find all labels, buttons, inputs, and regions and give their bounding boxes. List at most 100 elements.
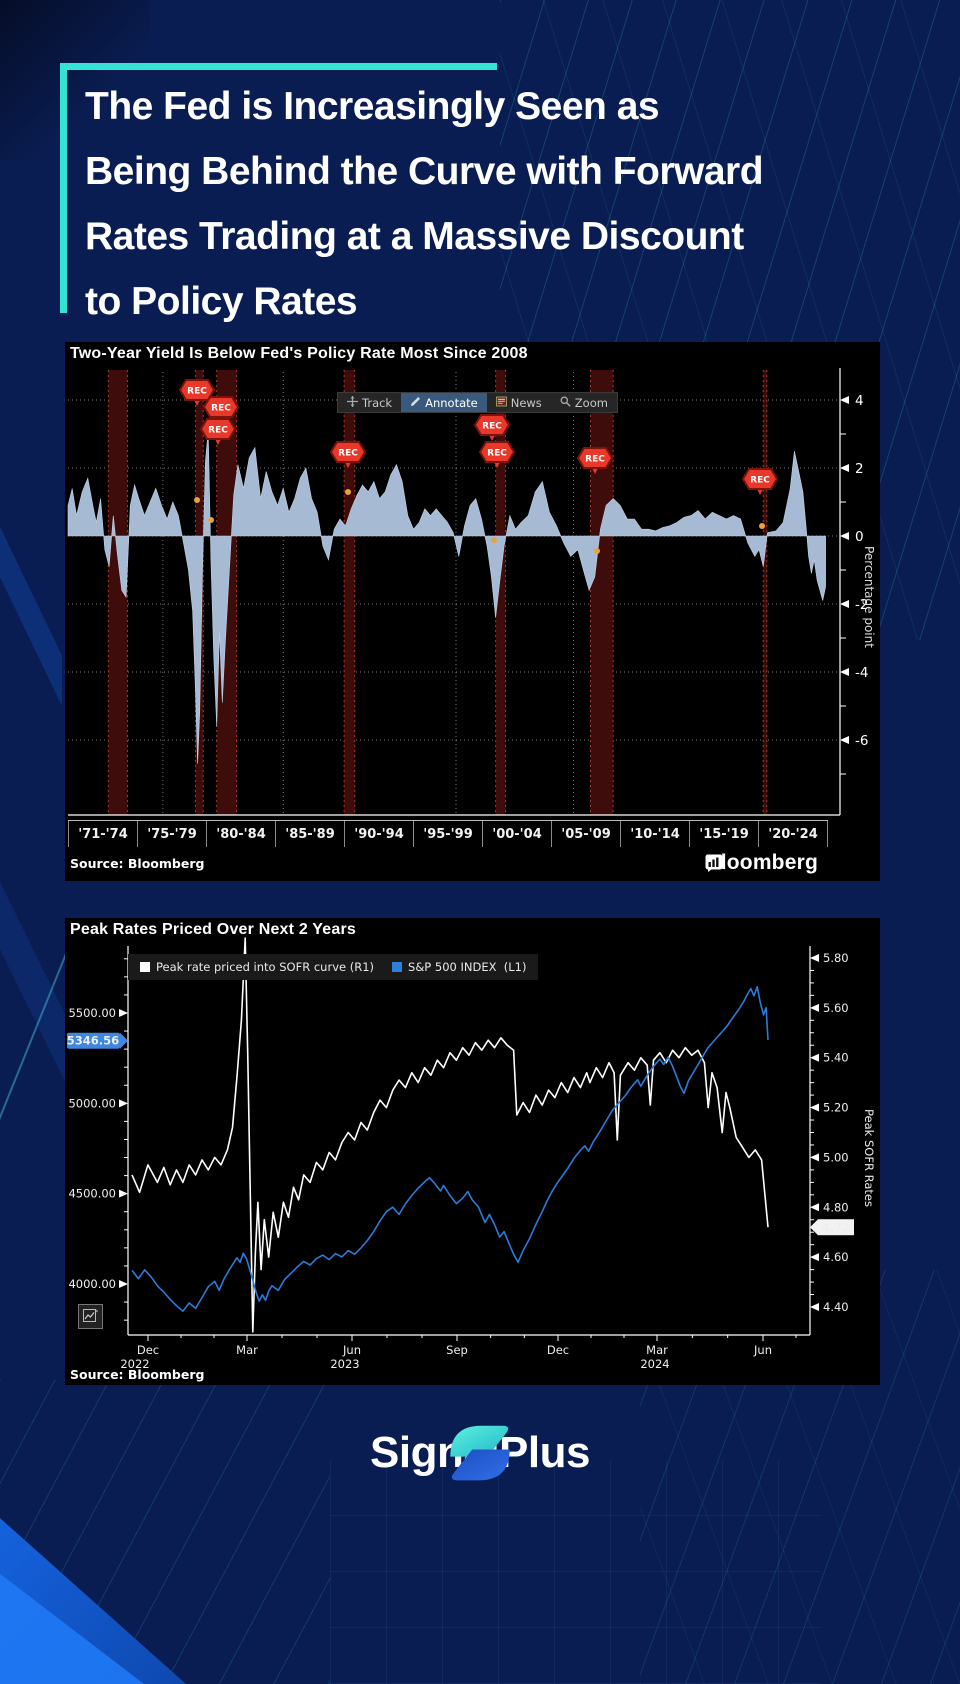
rec-marker-label: REC — [338, 449, 358, 459]
y-tick-label: 4 — [855, 393, 864, 409]
rec-marker-label: REC — [208, 426, 228, 436]
sofr-last-value: 4.72 — [822, 1220, 850, 1234]
event-dot — [194, 497, 200, 503]
event-dot — [491, 537, 497, 543]
x-month-label: Jun — [342, 1343, 361, 1357]
headline-accent-left — [60, 63, 67, 313]
y-major-tick — [840, 396, 849, 404]
x-tick-label: '20-'24 — [759, 821, 828, 847]
toolbar-news-button[interactable]: News — [487, 393, 551, 412]
x-tick-label: '85-'89 — [276, 821, 345, 847]
x-month-label: Mar — [646, 1343, 668, 1357]
rec-sign-icon — [473, 414, 511, 436]
right-major-tick — [810, 1253, 819, 1262]
rec-marker-label: REC — [482, 422, 502, 432]
rec-sign-icon — [202, 396, 240, 418]
right-major-tick — [810, 1203, 819, 1212]
y-axis-title: Percentage point — [862, 546, 876, 648]
toolbar-button-label: Track — [362, 395, 393, 410]
chart1-source: Source: Bloomberg — [70, 855, 205, 871]
rec-marker: REC — [478, 441, 516, 468]
bloomberg-wordmark: Bloomberg — [705, 851, 818, 874]
x-tick-label: '00-'04 — [483, 821, 552, 847]
legend-item[interactable]: S&P 500 INDEX (L1) — [392, 960, 526, 974]
right-tick-label: 5.00 — [823, 1150, 849, 1164]
x-tick-label: '10-'14 — [621, 821, 690, 847]
rec-sign-icon — [478, 441, 516, 463]
toolbar-track-button[interactable]: Track — [338, 393, 401, 412]
bg-grid-bottom — [330, 1460, 820, 1684]
x-tick-label: '05-'09 — [552, 821, 621, 847]
right-major-tick — [810, 1303, 819, 1311]
x-month-label: Jun — [753, 1343, 772, 1357]
recession-band — [495, 370, 506, 815]
rec-marker: REC — [199, 418, 237, 445]
bg-corner-shade — [0, 0, 150, 160]
bloomberg-terminal-icon — [705, 854, 723, 872]
right-major-tick — [810, 1003, 819, 1012]
chart-panel-yield-spread: Two-Year Yield Is Below Fed's Policy Rat… — [65, 342, 880, 881]
x-tick-label: '71-'74 — [68, 821, 138, 847]
toolbar-zoom-button[interactable]: Zoom — [551, 393, 617, 412]
rec-marker: REC — [473, 414, 511, 441]
toolbar-annotate-button[interactable]: Annotate — [401, 393, 487, 412]
legend-swatch-icon — [392, 962, 403, 972]
rec-sign-icon — [329, 441, 367, 463]
chart1-x-axis: '71-'74'75-'79'80-'84'85-'89'90-'94'95-'… — [68, 820, 828, 847]
chart1-plot: 4 2 0 -2 -4 -6 Percentage point REC REC REC REC REC… — [67, 368, 876, 816]
rec-marker: REC — [741, 468, 779, 495]
sofr-peak-line — [131, 937, 769, 1333]
spx-line — [131, 986, 769, 1312]
recession-band — [763, 370, 767, 815]
legend-swatch-icon — [140, 962, 150, 972]
y-major-tick — [840, 736, 849, 744]
footer-brand: SignalPlus — [0, 1398, 960, 1508]
pencil-icon — [410, 396, 421, 410]
right-tick-label: 4.80 — [823, 1200, 849, 1214]
x-month-label: Mar — [236, 1343, 258, 1357]
magnifier-icon — [560, 396, 571, 410]
event-dot — [345, 489, 351, 495]
left-major-tick — [119, 1189, 128, 1198]
chart2-legend: Peak rate priced into SOFR curve (R1) S&P… — [128, 954, 539, 980]
x-month-label: Dec — [547, 1343, 569, 1357]
rec-marker-label: REC — [750, 476, 770, 486]
legend-item[interactable]: Peak rate priced into SOFR curve (R1) — [140, 960, 374, 974]
left-tick-label: 4000.00 — [68, 1277, 116, 1291]
crosshair-icon — [347, 395, 358, 410]
x-tick-label: '90-'94 — [345, 821, 414, 847]
toolbar-button-label: News — [510, 395, 542, 410]
x-tick-label: '95-'99 — [414, 821, 483, 847]
chart2-title: Peak Rates Priced Over Next 2 Years — [70, 921, 356, 938]
event-dot — [594, 548, 600, 554]
recession-band — [590, 370, 614, 815]
right-axis-title: Peak SOFR Rates — [862, 1109, 876, 1207]
rec-sign-icon — [199, 418, 237, 440]
left-tick-label: 5000.00 — [68, 1096, 116, 1110]
x-tick-label: '80-'84 — [207, 821, 276, 847]
left-major-tick — [119, 1008, 128, 1017]
y-major-tick — [840, 464, 849, 472]
recession-band — [344, 370, 355, 815]
legend-label: S&P 500 INDEX (L1) — [408, 960, 527, 974]
right-major-tick — [810, 953, 819, 962]
chart2-plot: 5500.00 5000.00 4500.00 4000.00 5346.56 5.80 5… — [67, 937, 876, 1371]
spx-last-value-badge: 5346.56 — [67, 1032, 128, 1049]
rec-sign-icon — [576, 447, 614, 469]
rec-marker: REC — [576, 447, 614, 474]
y-tick-label: 2 — [855, 461, 864, 477]
y-major-tick — [840, 600, 849, 608]
x-year-label: 2022 — [120, 1357, 149, 1371]
right-tick-label: 5.80 — [823, 951, 849, 965]
y-tick-label: 0 — [855, 529, 864, 545]
event-dot — [759, 523, 765, 529]
chart-options-button[interactable]: * — [78, 1304, 103, 1329]
right-tick-label: 5.20 — [823, 1101, 849, 1115]
right-tick-label: 5.60 — [823, 1001, 849, 1015]
right-major-tick — [810, 1053, 819, 1062]
rec-marker-label: REC — [187, 387, 207, 397]
headline-accent-top — [60, 63, 497, 70]
x-month-label: Sep — [446, 1343, 468, 1357]
page-title: The Fed is Increasingly Seen as Being Be… — [85, 85, 764, 323]
news-icon — [495, 396, 507, 410]
